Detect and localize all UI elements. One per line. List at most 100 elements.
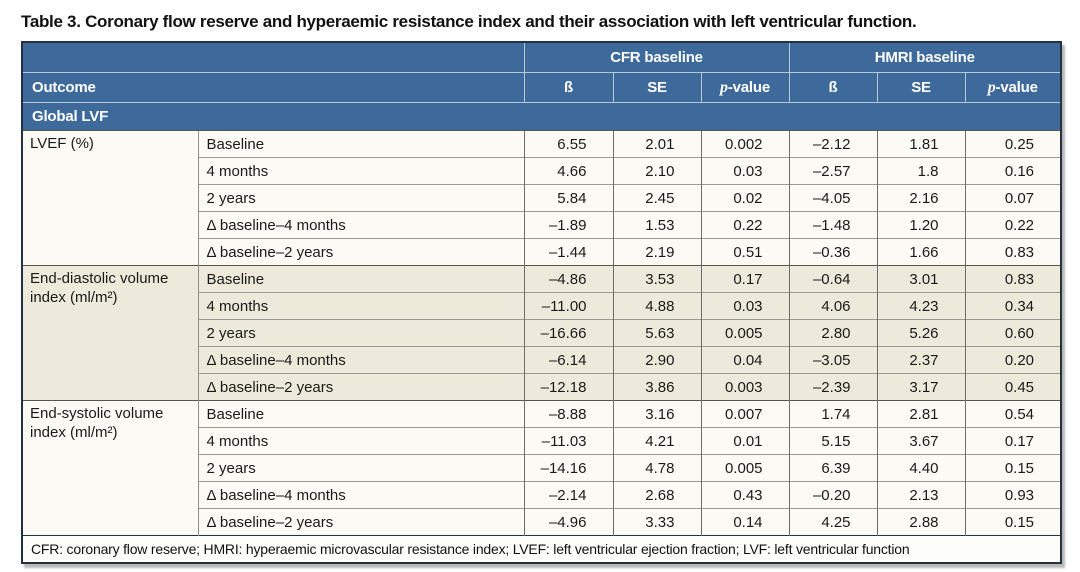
value-cell: 2.13 (876, 481, 966, 509)
value-cell: 0.002 (700, 130, 790, 158)
value-cell: 0.25 (964, 130, 1062, 158)
outcome-label: LVEF (%) (22, 130, 198, 266)
row-label: Δ baseline–2 years (197, 238, 524, 266)
value-cell: 1.53 (612, 211, 701, 239)
value-cell: 0.17 (700, 265, 790, 293)
value-cell: –1.48 (788, 211, 878, 239)
value-cell: –16.66 (523, 319, 613, 347)
value-cell: –0.64 (788, 265, 878, 293)
results-table: CFR baseline HMRI baseline Outcome ß SE … (21, 41, 1063, 564)
table-row: End-diastolic volume index (ml/m²) Baseli… (22, 265, 1062, 401)
value-cell: –11.03 (523, 427, 613, 455)
value-cell: 0.02 (700, 184, 790, 212)
value-cell: 0.15 (964, 454, 1062, 482)
value-cell: 0.54 (964, 400, 1062, 428)
table-row: 2 years 5.84 2.45 0.02 –4.05 2.16 0.07 (22, 184, 1062, 212)
row-label: 4 months (197, 292, 524, 320)
table-row: 2 years –16.66 5.63 0.005 2.80 5.26 0.60 (22, 319, 1062, 347)
value-cell: 0.04 (700, 346, 790, 374)
value-cell: 0.01 (700, 427, 790, 455)
value-cell: –2.12 (788, 130, 878, 158)
value-cell: 1.66 (876, 238, 966, 266)
value-cell: 4.40 (876, 454, 966, 482)
col-header-hmri-pvalue: p-value (964, 72, 1062, 103)
outcome-label: End-diastolic volume index (ml/m²) (22, 265, 198, 401)
value-cell: 1.81 (876, 130, 966, 158)
value-cell: –4.86 (523, 265, 613, 293)
value-cell: 0.005 (700, 454, 790, 482)
col-header-cfr-pvalue: p-value (700, 72, 790, 103)
value-cell: –6.14 (523, 346, 613, 374)
value-cell: 1.8 (876, 157, 966, 185)
table-body: LVEF (%) Baseline 6.55 2.01 0.002 –2.12 1.81 0.… (22, 130, 1062, 536)
value-cell: 0.22 (964, 211, 1062, 239)
table-title: Table 3. Coronary flow reserve and hyper… (21, 12, 917, 31)
value-cell: 6.55 (523, 130, 613, 158)
value-cell: 2.01 (612, 130, 701, 158)
value-cell: 2.88 (876, 508, 966, 536)
value-cell: 4.21 (612, 427, 701, 455)
row-label: Δ baseline–2 years (197, 373, 524, 401)
column-group-cfr-baseline: CFR baseline (523, 42, 790, 73)
outcome-label: End-systolic volume index (ml/m²) (22, 400, 198, 536)
value-cell: 2.90 (612, 346, 701, 374)
value-cell: 2.81 (876, 400, 966, 428)
value-cell: –0.36 (788, 238, 878, 266)
value-cell: 4.25 (788, 508, 878, 536)
value-cell: –2.57 (788, 157, 878, 185)
row-label: Δ baseline–4 months (197, 211, 524, 239)
value-cell: 0.007 (700, 400, 790, 428)
value-cell: 0.14 (700, 508, 790, 536)
value-cell: 5.63 (612, 319, 701, 347)
table-row: End-systolic volume index (ml/m²) Baselin… (22, 400, 1062, 536)
table-row: Δ baseline–2 years –12.18 3.86 0.003 –2.39 3.… (22, 373, 1062, 401)
row-label: Baseline (197, 400, 524, 428)
table-row: Δ baseline–2 years –4.96 3.33 0.14 4.25 2.88 0… (22, 508, 1062, 536)
value-cell: –4.05 (788, 184, 878, 212)
col-header-hmri-beta: ß (788, 72, 878, 103)
value-cell: 0.03 (700, 157, 790, 185)
value-cell: 0.45 (964, 373, 1062, 401)
value-cell: 2.80 (788, 319, 878, 347)
footnote-row: CFR: coronary flow reserve; HMRI: hypera… (22, 535, 1062, 563)
value-cell: 2.68 (612, 481, 701, 509)
column-group-hmri-baseline: HMRI baseline (788, 42, 1062, 73)
row-label: 2 years (197, 454, 524, 482)
value-cell: 4.23 (876, 292, 966, 320)
value-cell: 0.93 (964, 481, 1062, 509)
value-cell: 4.66 (523, 157, 613, 185)
value-cell: –3.05 (788, 346, 878, 374)
value-cell: 5.15 (788, 427, 878, 455)
value-cell: 0.03 (700, 292, 790, 320)
value-cell: –14.16 (523, 454, 613, 482)
col-header-hmri-se: SE (876, 72, 966, 103)
value-cell: 6.39 (788, 454, 878, 482)
value-cell: 0.51 (700, 238, 790, 266)
col-header-cfr-se: SE (612, 72, 701, 103)
table-row: Δ baseline–4 months –1.89 1.53 0.22 –1.48 1.2… (22, 211, 1062, 239)
value-cell: 0.17 (964, 427, 1062, 455)
value-cell: 2.10 (612, 157, 701, 185)
table-row: Δ baseline–4 months –6.14 2.90 0.04 –3.05 2.3… (22, 346, 1062, 374)
value-cell: 0.003 (700, 373, 790, 401)
footnote: CFR: coronary flow reserve; HMRI: hypera… (22, 535, 1062, 563)
section-header-global-lvf: Global LVF (22, 102, 1062, 131)
table-row: 2 years –14.16 4.78 0.005 6.39 4.40 0.15 (22, 454, 1062, 482)
table-row: 4 months –11.03 4.21 0.01 5.15 3.67 0.17 (22, 427, 1062, 455)
value-cell: –12.18 (523, 373, 613, 401)
value-cell: –11.00 (523, 292, 613, 320)
row-label: 4 months (197, 427, 524, 455)
value-cell: 0.34 (964, 292, 1062, 320)
value-cell: 3.16 (612, 400, 701, 428)
value-cell: 0.60 (964, 319, 1062, 347)
row-label: Δ baseline–2 years (197, 508, 524, 536)
value-cell: 0.43 (700, 481, 790, 509)
header-empty-cell (22, 42, 524, 73)
value-cell: 4.06 (788, 292, 878, 320)
table-row: 4 months 4.66 2.10 0.03 –2.57 1.8 0.16 (22, 157, 1062, 185)
value-cell: 3.53 (612, 265, 701, 293)
value-cell: 3.17 (876, 373, 966, 401)
value-cell: 5.26 (876, 319, 966, 347)
value-cell: 3.01 (876, 265, 966, 293)
value-cell: 1.20 (876, 211, 966, 239)
